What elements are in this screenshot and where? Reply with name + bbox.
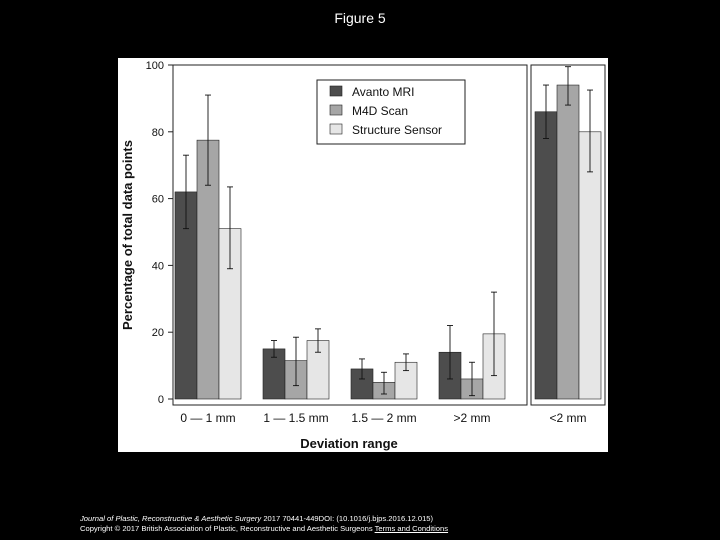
legend-items: Avanto MRI M4D Scan Structure Sensor bbox=[329, 85, 442, 137]
legend-swatch-avanto-mri bbox=[329, 85, 343, 97]
journal-name: Journal of Plastic, Reconstructive & Aes… bbox=[80, 514, 262, 523]
legend-label: Structure Sensor bbox=[352, 123, 442, 137]
legend-label: Avanto MRI bbox=[352, 85, 414, 99]
legend: Avanto MRI M4D Scan Structure Sensor bbox=[316, 79, 466, 145]
y-tick-label: 20 bbox=[152, 327, 164, 339]
y-tick-label: 40 bbox=[152, 260, 164, 272]
y-tick-label: 0 bbox=[158, 394, 164, 406]
y-tick-label: 60 bbox=[152, 194, 164, 206]
bar-m4d-scan-2-mm bbox=[556, 84, 580, 400]
side-plot-frame bbox=[530, 64, 606, 406]
y-tick-label: 100 bbox=[146, 60, 164, 72]
x-axis-label: Deviation range bbox=[300, 436, 398, 451]
slide-title: Figure 5 bbox=[334, 10, 386, 26]
legend-swatch-structure-sensor bbox=[329, 123, 343, 135]
y-axis-label: Percentage of total data points bbox=[120, 140, 135, 330]
bars-group bbox=[174, 84, 602, 400]
legend-swatch-m4d-scan bbox=[329, 104, 343, 116]
terms-link[interactable]: Terms and Conditions bbox=[374, 523, 449, 533]
x-tick-label: 1 — 1.5 mm bbox=[263, 411, 328, 425]
citation-doi: 2017 70441-449DOI: (10.1016/j.bjps.2016.… bbox=[261, 514, 434, 523]
copyright-text: Copyright © 2017 British Association of … bbox=[80, 523, 373, 533]
x-axis-tick-labels: 0 — 1 mm 1 — 1.5 mm 1.5 — 2 mm >2 mm <2 mm bbox=[180, 411, 586, 425]
bar-chart: 0 20 40 60 80 100 0 — 1 mm 1 — 1.5 mm 1.5 — 2 m… bbox=[120, 60, 606, 451]
error-bars-group bbox=[183, 66, 593, 397]
figure-panel: 0 20 40 60 80 100 0 — 1 mm 1 — 1.5 mm 1.5 — 2 m… bbox=[118, 58, 608, 452]
citation-footer: Journal of Plastic, Reconstructive & Aes… bbox=[80, 514, 640, 540]
x-tick-label: >2 mm bbox=[453, 411, 490, 425]
bar-avanto-mri-2-mm bbox=[534, 111, 558, 400]
x-tick-label: 1.5 — 2 mm bbox=[351, 411, 416, 425]
y-tick-label: 80 bbox=[152, 127, 164, 139]
y-axis-ticks: 0 20 40 60 80 100 bbox=[146, 60, 173, 406]
legend-label: M4D Scan bbox=[352, 104, 408, 118]
x-tick-label: <2 mm bbox=[549, 411, 586, 425]
x-tick-label: 0 — 1 mm bbox=[180, 411, 235, 425]
